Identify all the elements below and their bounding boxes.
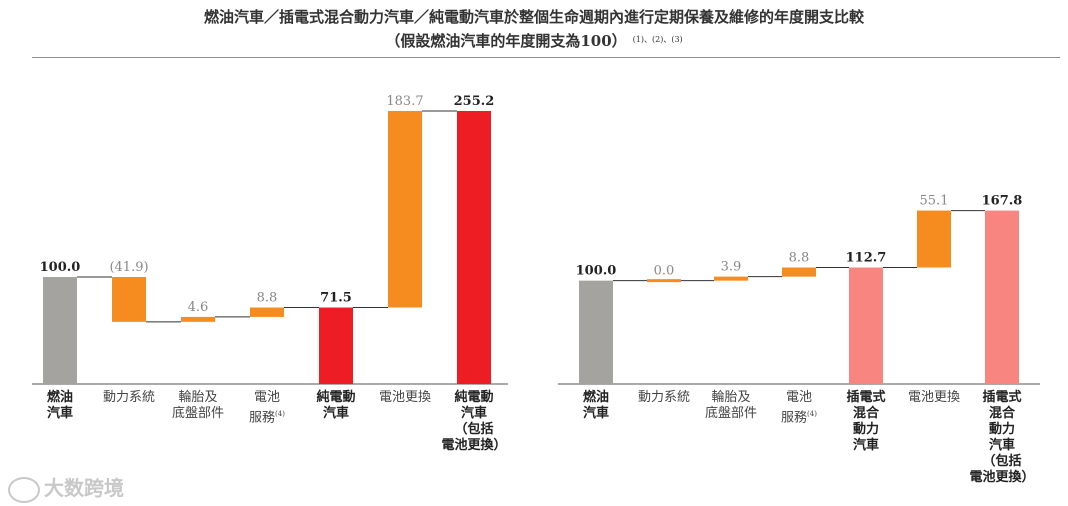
data-label: 8.8	[789, 251, 810, 266]
chart-subtitle: （假設燃油汽車的年度開支為100） (1)、(2)、(3)	[0, 30, 1068, 51]
subtitle-text: （假設燃油汽車的年度開支為100）	[385, 32, 627, 50]
category-label: 純電動 汽車 （包括 電池更換）	[441, 390, 507, 453]
category-label: 電池更換	[378, 390, 431, 405]
watermark-logo-icon	[8, 476, 40, 503]
category-label: 電池 服務(4)	[249, 390, 285, 426]
category-label: 插電式 混合 動力 汽車	[846, 390, 886, 453]
bar-phev-5	[917, 210, 951, 268]
data-label: 8.8	[257, 291, 278, 306]
bar-bev-6	[457, 110, 491, 385]
category-label: 燃油 汽車	[582, 390, 609, 421]
bar-phev-4	[849, 267, 883, 384]
category-label: 電池 服務(4)	[781, 390, 817, 426]
category-footnote: (4)	[807, 410, 817, 418]
category-label: 燃油 汽車	[46, 390, 73, 421]
bar-phev-0	[579, 280, 613, 384]
bar-bev-1	[112, 277, 146, 322]
bar-phev-6	[985, 210, 1019, 384]
category-footnote: (4)	[275, 410, 285, 418]
data-label: 183.7	[386, 94, 423, 109]
data-label: 3.9	[721, 260, 742, 275]
bar-phev-2	[714, 276, 748, 281]
title-rule	[32, 57, 1060, 58]
category-label: 輪胎及 底盤部件	[171, 390, 224, 421]
subtitle-footnotes: (1)、(2)、(3)	[632, 35, 683, 44]
data-label: 4.6	[188, 300, 209, 315]
data-label: 167.8	[982, 194, 1023, 209]
bar-bev-0	[43, 277, 77, 384]
category-label: 動力系統	[102, 390, 155, 405]
bar-phev-1	[647, 279, 681, 283]
data-label: 255.2	[454, 94, 495, 109]
category-label: 輪胎及 底盤部件	[704, 390, 757, 421]
chart-title: 燃油汽車／插電式混合動力汽車／純電動汽車於整個生命週期內進行定期保養及維修的年度…	[203, 8, 864, 26]
category-label: 電池更換	[907, 390, 960, 405]
bar-bev-2	[181, 316, 215, 322]
category-label: 動力系統	[637, 390, 690, 405]
bar-bev-3	[250, 307, 284, 317]
bar-bev-4	[319, 307, 353, 384]
bar-bev-5	[388, 110, 422, 308]
category-label: 插電式 混合 動力 汽車 （包括 電池更換）	[969, 390, 1035, 485]
data-label: 55.1	[920, 194, 949, 209]
data-label: 112.7	[846, 251, 887, 266]
data-label: 100.0	[576, 264, 617, 279]
data-label: 0.0	[654, 264, 675, 279]
data-label: 71.5	[320, 291, 352, 306]
bar-phev-3	[782, 267, 816, 277]
watermark-text: 大数跨境	[44, 476, 124, 500]
data-label: 100.0	[40, 260, 81, 275]
data-label: (41.9)	[109, 260, 148, 275]
watermark: 大数跨境	[8, 472, 124, 503]
category-label: 純電動 汽車	[316, 390, 356, 421]
